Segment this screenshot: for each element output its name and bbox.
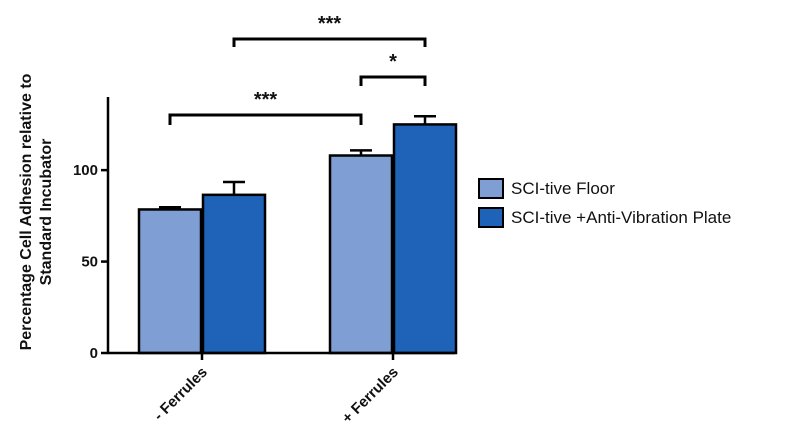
bar [137,208,203,355]
y-axis-title-line: Standard Incubator [38,139,55,286]
bar [392,123,458,355]
significance-bracket [359,75,427,86]
y-axis-title: Percentage Cell Adhesion relative to Stan… [18,73,55,350]
legend-label: SCI-tive +Anti-Vibration Plate [511,208,731,227]
legend-label: SCI-tive Floor [511,179,615,198]
significance-label: *** [318,13,342,35]
significance-bracket [232,37,427,47]
legend: SCI-tive Floor SCI-tive +Anti-Vibration P… [478,178,731,228]
bar [328,154,394,355]
legend-swatch [478,178,504,199]
y-tick-label: 0 [90,345,98,362]
significance-label: * [389,51,397,73]
x-tick-label: - Ferrules [150,364,210,424]
bar [201,193,267,355]
y-axis-title-line: Percentage Cell Adhesion relative to [18,73,35,350]
significance-label: *** [254,89,278,111]
legend-swatch [478,207,504,228]
x-tick-label: + Ferrules [339,364,402,427]
y-tick-label: 100 [73,162,98,179]
y-tick-label: 50 [81,254,98,271]
significance-bracket [168,113,363,125]
